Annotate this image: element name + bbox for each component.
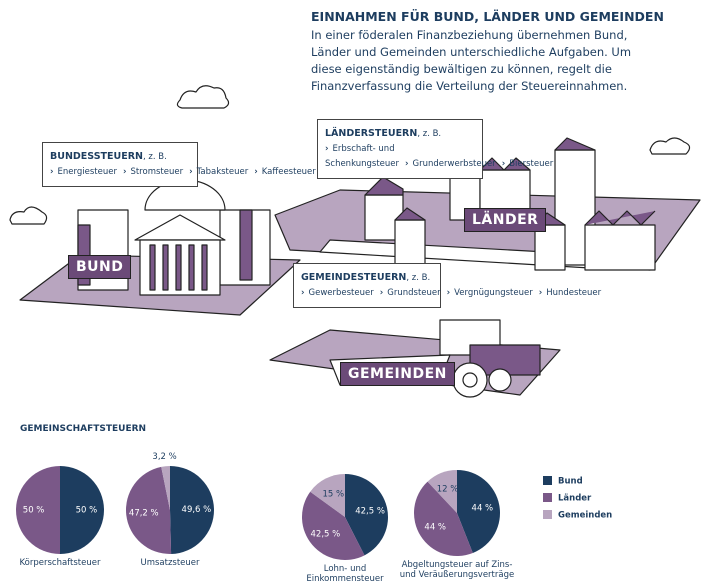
value-label: 42,5 % bbox=[311, 529, 341, 539]
box-suffix: , z. B. bbox=[417, 129, 441, 139]
cloud bbox=[177, 86, 228, 108]
box-heading: BUNDESSTEUERN, z. B. bbox=[50, 149, 190, 165]
box-item: Gewerbesteuer bbox=[301, 288, 374, 298]
info-box: BUNDESSTEUERN, z. B. Energiesteuer Stromst… bbox=[42, 142, 198, 187]
box-item: Kaffeesteuer bbox=[254, 167, 316, 177]
box-item: Erbschaft- und Schenkungsteuer bbox=[325, 144, 399, 169]
box-suffix: , z. B. bbox=[143, 152, 167, 162]
cloud bbox=[10, 207, 47, 224]
pie-charts: 50 % 50 % 49,6 % 47,2 % 3,2 % 42,5 % 42,5 % 15 … bbox=[0, 430, 714, 567]
box-heading: LÄNDERSTEUERN, z. B. bbox=[325, 126, 475, 142]
pie-label: Lohn- und Einkommensteuer bbox=[285, 564, 405, 584]
value-label: 44 % bbox=[472, 504, 494, 514]
value-label: 3,2 % bbox=[152, 452, 176, 462]
legend-swatch bbox=[543, 476, 552, 485]
value-label: 49,6 % bbox=[182, 505, 212, 515]
value-label: 12 % bbox=[437, 485, 459, 495]
legend-swatch bbox=[543, 510, 552, 519]
intro-text: In einer föderalen Finanzbeziehung übern… bbox=[311, 27, 641, 95]
box-title: GEMEINDESTEUERN bbox=[301, 272, 406, 283]
tag: BUND bbox=[68, 255, 131, 279]
box-suffix: , z. B. bbox=[406, 273, 430, 283]
box-item: Tabaksteuer bbox=[189, 167, 248, 177]
box-title: BUNDESSTEUERN bbox=[50, 151, 143, 162]
box-heading: GEMEINDESTEUERN, z. B. bbox=[301, 270, 433, 286]
value-label: 44 % bbox=[424, 522, 446, 532]
box-item: Grunderwerbsteuer bbox=[405, 159, 496, 169]
tag: LÄNDER bbox=[464, 208, 546, 232]
box-items: EnergiesteuerStromsteuerTabaksteuerKaffe… bbox=[50, 165, 190, 180]
pie-label: Abgeltungsteuer auf Zins- und Veräußerun… bbox=[397, 560, 517, 580]
legend-label: Gemeinden bbox=[558, 511, 612, 521]
info-box: LÄNDERSTEUERN, z. B.Erbschaft- und Schen… bbox=[317, 119, 483, 179]
box-title: LÄNDERSTEUERN bbox=[325, 128, 417, 139]
legend-label: Bund bbox=[558, 477, 583, 487]
box-items: Erbschaft- und SchenkungsteuerGrunderwer… bbox=[325, 142, 475, 172]
value-label: 50 % bbox=[23, 506, 45, 516]
box-item: Hundesteuer bbox=[539, 288, 601, 298]
legend-label: Länder bbox=[558, 494, 592, 504]
value-label: 15 % bbox=[322, 490, 344, 500]
box-item: Grundsteuer bbox=[380, 288, 441, 298]
value-label: 42,5 % bbox=[355, 506, 385, 516]
info-box: GEMEINDESTEUERN, z. B.GewerbesteuerGrund… bbox=[293, 263, 441, 308]
box-items: GewerbesteuerGrundsteuerVergnügungsteuer… bbox=[301, 286, 433, 301]
box-item: Biersteuer bbox=[502, 159, 554, 169]
box-item: Vergnügungsteuer bbox=[447, 288, 533, 298]
legend-swatch bbox=[543, 493, 552, 502]
title: EINNAHMEN FÜR BUND, LÄNDER UND GEMEINDEN bbox=[311, 9, 664, 24]
value-label: 47,2 % bbox=[129, 508, 159, 518]
page: EINNAHMEN FÜR BUND, LÄNDER UND GEMEINDEN… bbox=[0, 0, 714, 567]
tag: GEMEINDEN bbox=[340, 362, 455, 386]
box-item: Stromsteuer bbox=[123, 167, 183, 177]
value-label: 50 % bbox=[76, 506, 98, 516]
box-item: Energiesteuer bbox=[50, 167, 117, 177]
cloud bbox=[650, 138, 690, 154]
